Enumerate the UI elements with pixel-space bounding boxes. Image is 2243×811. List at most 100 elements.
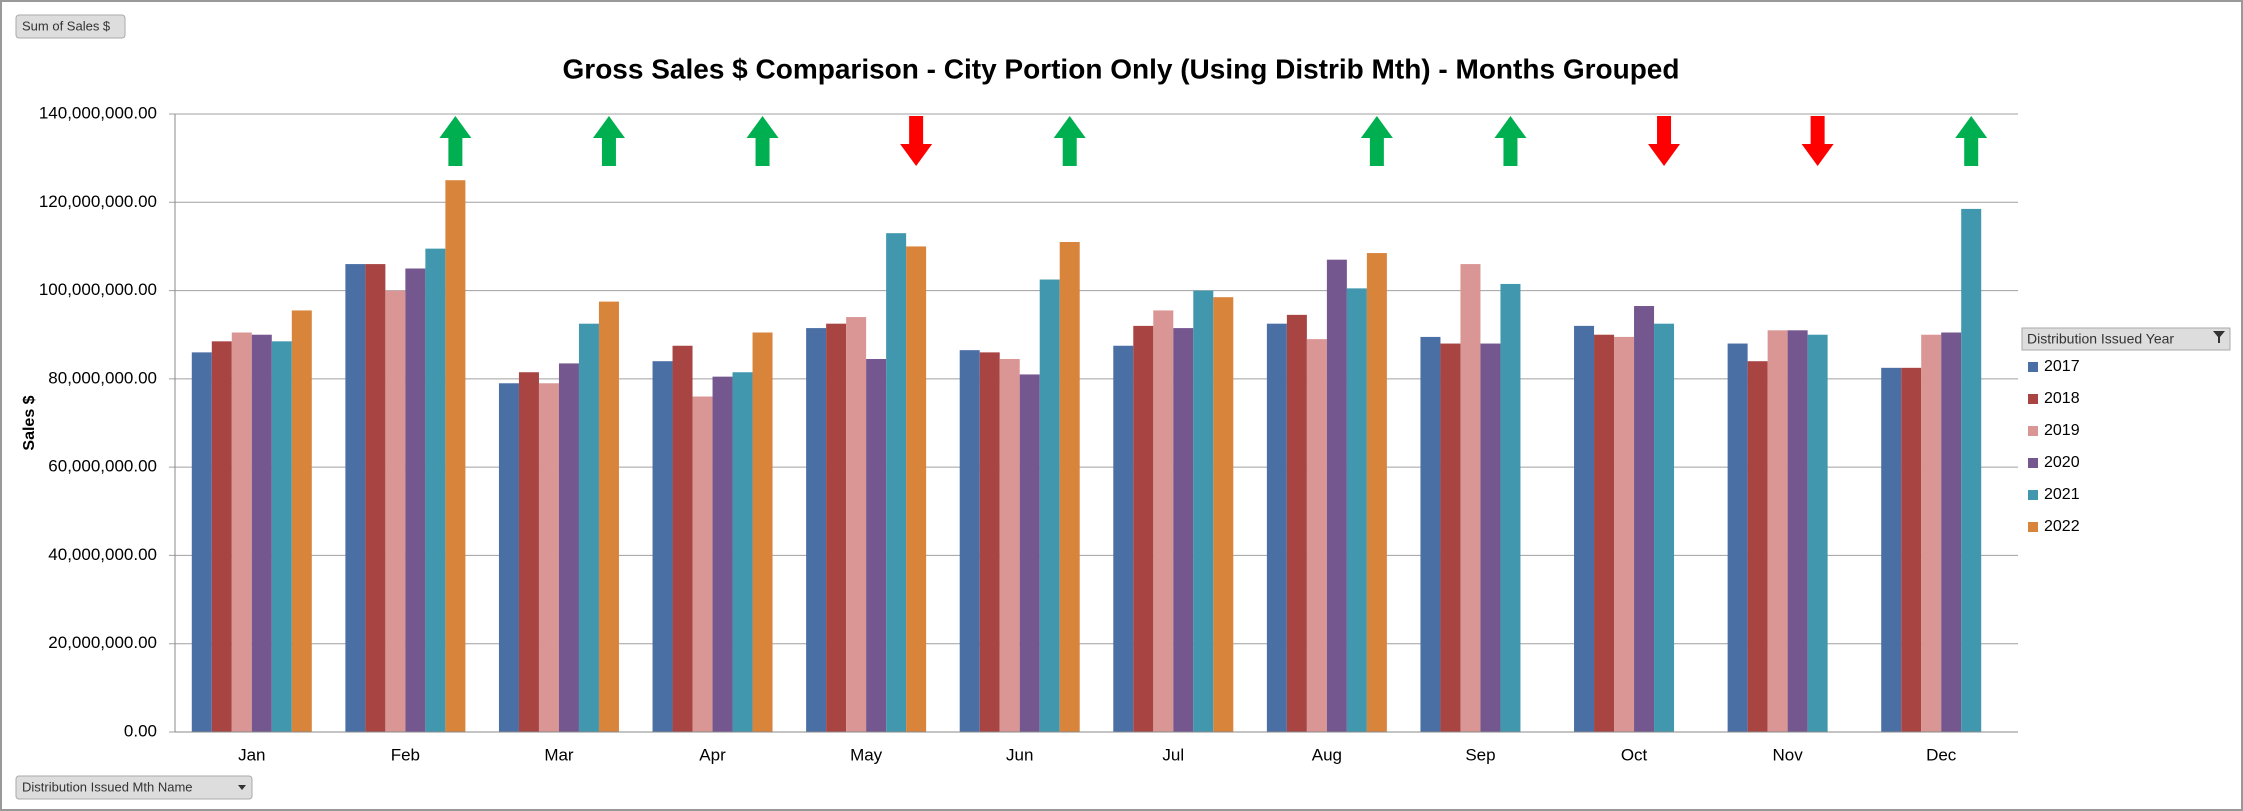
bar: [1039, 279, 1060, 732]
bar: [906, 246, 927, 732]
legend-swatch: [2028, 394, 2038, 404]
trend-arrow: [1955, 116, 1988, 166]
legend-swatch: [2028, 362, 2038, 372]
bar: [1787, 330, 1808, 732]
x-tick-label: Oct: [1621, 745, 1648, 764]
x-tick-label: Sep: [1465, 745, 1495, 764]
bar: [231, 332, 252, 732]
legend-swatch: [2028, 490, 2038, 500]
bar: [405, 268, 426, 732]
bar: [672, 345, 693, 732]
field-button[interactable]: [15, 14, 126, 39]
dropdown-icon: [238, 785, 246, 790]
bar: [1366, 253, 1387, 733]
bar: [1921, 334, 1942, 732]
bar: [1420, 336, 1441, 732]
y-tick-label: 100,000,000.00: [39, 280, 157, 299]
bar: [1173, 328, 1194, 732]
legend-label: 2018: [2044, 390, 2080, 407]
bar: [1480, 343, 1501, 732]
bar: [385, 290, 406, 732]
y-tick-label: 60,000,000.00: [48, 457, 157, 476]
field-button[interactable]: [15, 775, 253, 800]
bar: [692, 396, 713, 732]
legend-label: 2020: [2044, 454, 2080, 471]
bar: [518, 372, 539, 732]
bar: [1614, 336, 1635, 732]
bar: [445, 180, 466, 732]
y-tick-label: 140,000,000.00: [39, 103, 157, 122]
x-tick-label: Aug: [1312, 745, 1342, 764]
bar: [979, 352, 1000, 732]
bar: [732, 372, 753, 732]
bar: [1747, 361, 1768, 732]
bar: [1059, 242, 1080, 732]
bar: [826, 323, 847, 732]
y-tick-label: 0.00: [124, 721, 157, 740]
bar: [1807, 334, 1828, 732]
x-tick-label: Feb: [391, 745, 420, 764]
x-tick-label: Jun: [1006, 745, 1033, 764]
bar: [1346, 288, 1367, 732]
chart-title: Gross Sales $ Comparison - City Portion …: [563, 53, 1680, 84]
trend-arrow: [1360, 116, 1393, 166]
trend-arrow: [900, 116, 933, 166]
field-button-label[interactable]: Distribution Issued Mth Name: [22, 779, 193, 794]
bar: [1654, 323, 1675, 732]
bar: [1440, 343, 1461, 732]
bar: [1961, 208, 1982, 732]
bar: [1594, 334, 1615, 732]
bar: [291, 310, 312, 732]
bar: [806, 328, 827, 732]
legend-title-button[interactable]: [2021, 327, 2231, 351]
bar: [1326, 259, 1347, 732]
bar: [1266, 323, 1287, 732]
bar: [1767, 330, 1788, 732]
legend-swatch: [2028, 426, 2038, 436]
y-tick-label: 80,000,000.00: [48, 368, 157, 387]
legend-swatch: [2028, 458, 2038, 468]
bar: [1727, 343, 1748, 732]
legend-title[interactable]: Distribution Issued Year: [2027, 331, 2174, 347]
bar: [578, 323, 599, 732]
bar: [752, 332, 773, 732]
bar: [1193, 290, 1214, 732]
bar: [886, 233, 907, 732]
bar: [538, 383, 559, 732]
bar: [365, 264, 386, 732]
bar: [345, 264, 366, 732]
trend-arrow: [1801, 116, 1834, 166]
bar: [1634, 306, 1655, 732]
bar: [1213, 297, 1234, 732]
bar: [1113, 345, 1134, 732]
y-tick-label: 40,000,000.00: [48, 545, 157, 564]
bar: [959, 350, 980, 732]
y-tick-label: 120,000,000.00: [39, 192, 157, 211]
bar: [1286, 314, 1307, 732]
bar: [498, 383, 519, 732]
trend-arrow: [439, 116, 472, 166]
bar: [1153, 310, 1174, 732]
legend-label: 2022: [2044, 518, 2080, 535]
bar: [1574, 325, 1595, 732]
bar: [211, 341, 232, 732]
legend-label: 2017: [2044, 358, 2080, 375]
bar: [652, 361, 673, 732]
bar: [1306, 339, 1327, 732]
x-tick-label: May: [850, 745, 883, 764]
x-tick-label: Apr: [699, 745, 726, 764]
bar: [425, 248, 446, 732]
trend-arrow: [1494, 116, 1527, 166]
bar: [1500, 283, 1521, 732]
legend-label: 2019: [2044, 422, 2080, 439]
x-tick-label: Jul: [1162, 745, 1184, 764]
bar: [251, 334, 272, 732]
filter-icon: [2213, 331, 2225, 343]
legend-swatch: [2028, 522, 2038, 532]
field-button-label[interactable]: Sum of Sales $: [22, 18, 111, 33]
x-tick-label: Nov: [1773, 745, 1804, 764]
bar: [712, 376, 733, 732]
trend-arrow: [1648, 116, 1681, 166]
bar: [1133, 325, 1154, 732]
